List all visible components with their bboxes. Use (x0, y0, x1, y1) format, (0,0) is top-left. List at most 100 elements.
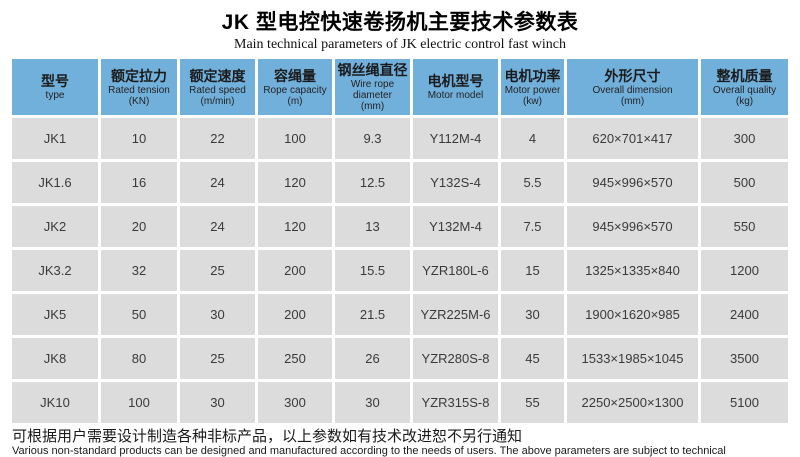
column-label-en: Overall quality (712, 84, 777, 96)
cell-rated-tension: 16 (101, 162, 177, 203)
cell-overall-quality: 1200 (701, 250, 788, 291)
page-title: JK 型电控快速卷扬机主要技术参数表 (221, 11, 579, 34)
cell-rope-capacity: 200 (258, 250, 332, 291)
cell-overall-dimension: 945×996×570 (567, 206, 698, 247)
table-row-jk8: JK8 80 25 250 26 YZR280S-8 45 1533×1985×… (12, 338, 788, 379)
table-row-jk1: JK1 10 22 100 9.3 Y112M-4 4 620×701×417 … (12, 118, 788, 159)
column-label-zh: 钢丝绳直径 (337, 62, 408, 78)
column-header-motor-model: 电机型号 Motor model (413, 59, 498, 115)
column-unit: (mm) (360, 101, 385, 112)
cell-model: JK5 (12, 294, 98, 335)
column-header-rated-speed: 额定速度 Rated speed (m/min) (180, 59, 255, 115)
page-subtitle: Main technical parameters of JK electric… (234, 37, 566, 52)
column-header-rated-tension: 额定拉力 Rated tension (KN) (101, 59, 177, 115)
cell-wire-rope-diameter: 30 (335, 382, 410, 423)
cell-motor-model: YZR280S-8 (413, 338, 498, 379)
cell-overall-quality: 300 (701, 118, 788, 159)
cell-motor-power: 5.5 (501, 162, 564, 203)
cell-rope-capacity: 250 (258, 338, 332, 379)
table-row-jk10: JK10 100 30 300 30 YZR315S-8 55 2250×250… (12, 382, 788, 423)
column-label-zh: 额定速度 (189, 67, 246, 84)
cell-model: JK3.2 (12, 250, 98, 291)
column-label-zh: 型号 (41, 73, 69, 89)
cell-motor-power: 7.5 (501, 206, 564, 247)
cell-overall-quality: 550 (701, 206, 788, 247)
cell-overall-quality: 3500 (701, 338, 788, 379)
table-header: 型号 type 额定拉力 Rated tension (KN) 额定速度 Rat… (12, 59, 788, 115)
table-row-jk3-2: JK3.2 32 25 200 15.5 YZR180L-6 15 1325×1… (12, 250, 788, 291)
cell-rated-speed: 24 (180, 162, 255, 203)
cell-motor-model: YZR180L-6 (413, 250, 498, 291)
cell-wire-rope-diameter: 26 (335, 338, 410, 379)
cell-motor-power: 15 (501, 250, 564, 291)
cell-motor-power: 30 (501, 294, 564, 335)
column-label-zh: 电机型号 (427, 73, 484, 89)
cell-rope-capacity: 200 (258, 294, 332, 335)
column-unit: (KN) (128, 95, 150, 107)
cell-rope-capacity: 100 (258, 118, 332, 159)
cell-overall-quality: 500 (701, 162, 788, 203)
cell-model: JK2 (12, 206, 98, 247)
cell-overall-quality: 5100 (701, 382, 788, 423)
cell-motor-model: Y112M-4 (413, 118, 498, 159)
column-label-en: Motor model (427, 90, 484, 101)
cell-rated-speed: 25 (180, 250, 255, 291)
cell-overall-dimension: 2250×2500×1300 (567, 382, 698, 423)
cell-model: JK1.6 (12, 162, 98, 203)
cell-rated-speed: 30 (180, 294, 255, 335)
cell-rated-speed: 22 (180, 118, 255, 159)
column-label-en: Wire rope diameter (350, 79, 395, 101)
cell-model: JK8 (12, 338, 98, 379)
column-label-zh: 外形尺寸 (604, 67, 661, 84)
column-header-motor-power: 电机功率 Motor power (kw) (501, 59, 564, 115)
cell-rated-tension: 100 (101, 382, 177, 423)
cell-model: JK10 (12, 382, 98, 423)
cell-overall-quality: 2400 (701, 294, 788, 335)
cell-rated-speed: 30 (180, 382, 255, 423)
cell-motor-power: 55 (501, 382, 564, 423)
column-label-en: Rated speed (189, 84, 246, 96)
column-label-en: type (45, 90, 65, 101)
cell-wire-rope-diameter: 9.3 (335, 118, 410, 159)
column-label-en: Rated tension (108, 84, 170, 96)
note-chinese: 可根据用户需要设计制造各种非标产品，以上参数如有技术改进恕不另行通知 (12, 428, 523, 445)
cell-overall-dimension: 1533×1985×1045 (567, 338, 698, 379)
table-row-jk1-6: JK1.6 16 24 120 12.5 Y132S-4 5.5 945×996… (12, 162, 788, 203)
cell-wire-rope-diameter: 12.5 (335, 162, 410, 203)
cell-motor-model: YZR315S-8 (413, 382, 498, 423)
header-row: 型号 type 额定拉力 Rated tension (KN) 额定速度 Rat… (12, 59, 788, 115)
column-header-wire-rope-diameter: 钢丝绳直径 Wire rope diameter (mm) (335, 59, 410, 115)
column-label-zh: 电机功率 (504, 67, 561, 84)
cell-motor-model: Y132M-4 (413, 206, 498, 247)
column-unit: (kw) (523, 95, 542, 107)
column-unit: (mm) (620, 95, 645, 107)
cell-rated-tension: 80 (101, 338, 177, 379)
cell-rated-speed: 25 (180, 338, 255, 379)
cell-rated-tension: 32 (101, 250, 177, 291)
cell-rated-tension: 10 (101, 118, 177, 159)
column-label-zh: 容绳量 (274, 67, 316, 84)
cell-motor-power: 4 (501, 118, 564, 159)
table-row-jk2: JK2 20 24 120 13 Y132M-4 7.5 945×996×570… (12, 206, 788, 247)
cell-rated-tension: 50 (101, 294, 177, 335)
cell-motor-power: 45 (501, 338, 564, 379)
footer-notes: 可根据用户需要设计制造各种非标产品，以上参数如有技术改进恕不另行通知 Vario… (9, 428, 791, 457)
table-body: JK1 10 22 100 9.3 Y112M-4 4 620×701×417 … (12, 118, 788, 423)
cell-wire-rope-diameter: 13 (335, 206, 410, 247)
column-header-overall-quality: 整机质量 Overall quality (kg) (701, 59, 788, 115)
cell-rope-capacity: 300 (258, 382, 332, 423)
note-english: Various non-standard products can be des… (12, 445, 726, 457)
column-label-en: Motor power (504, 84, 561, 96)
column-unit: (m) (287, 95, 303, 107)
column-unit: (kg) (735, 95, 754, 107)
column-header-type: 型号 type (12, 59, 98, 115)
column-header-rope-capacity: 容绳量 Rope capacity (m) (258, 59, 332, 115)
column-unit: (m/min) (200, 95, 235, 107)
cell-motor-model: Y132S-4 (413, 162, 498, 203)
parameters-table: 型号 type 额定拉力 Rated tension (KN) 额定速度 Rat… (9, 56, 791, 426)
column-header-overall-dimension: 外形尺寸 Overall dimension (mm) (567, 59, 698, 115)
cell-motor-model: YZR225M-6 (413, 294, 498, 335)
cell-overall-dimension: 620×701×417 (567, 118, 698, 159)
cell-rope-capacity: 120 (258, 162, 332, 203)
